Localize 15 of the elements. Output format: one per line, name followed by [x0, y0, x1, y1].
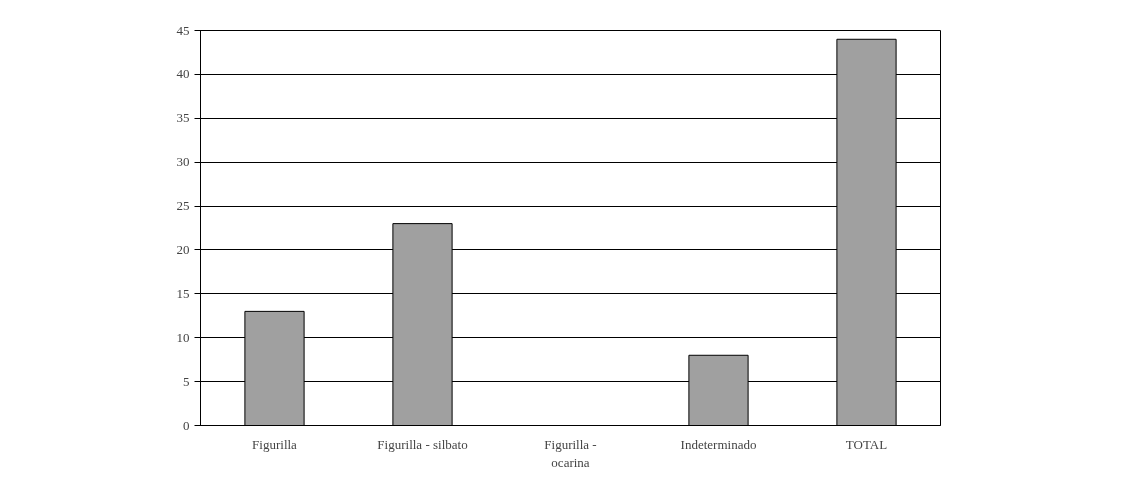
- x-tick-label: Indeterminado: [680, 436, 757, 452]
- y-tick-label: 35: [176, 110, 190, 126]
- y-tick-label: 0: [183, 417, 190, 433]
- y-tick-label: 20: [176, 241, 190, 257]
- y-tick-label: 40: [176, 66, 190, 82]
- y-tick-label: 45: [176, 22, 190, 38]
- x-tick-label: TOTAL: [845, 436, 888, 452]
- y-tick-label: 5: [183, 373, 190, 389]
- y-tick-label: 15: [176, 285, 190, 301]
- x-tick-label: Figurilla - silbato: [377, 436, 468, 452]
- y-tick-label: 30: [176, 154, 190, 170]
- x-tick-label: Figurilla - ocarina: [544, 436, 597, 470]
- y-tick-label: 25: [176, 198, 190, 214]
- y-tick-label: 10: [176, 329, 190, 345]
- x-tick-label: Figurilla: [252, 436, 298, 452]
